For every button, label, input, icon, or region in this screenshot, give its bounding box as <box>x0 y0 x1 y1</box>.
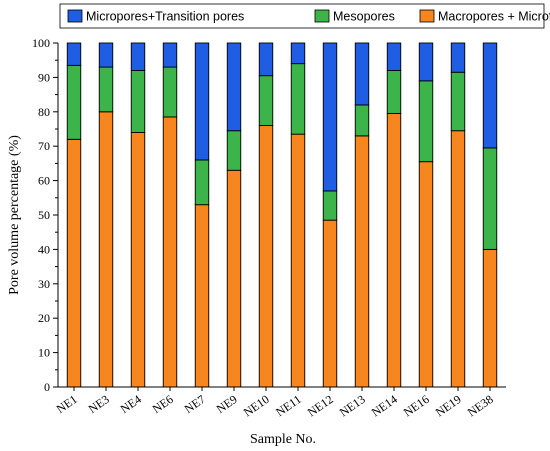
y-tick-label: 10 <box>38 346 50 360</box>
bar-micropores-transition-pores-ne7 <box>194 42 210 161</box>
bar-macropores-microfractures-ne11 <box>290 133 306 388</box>
y-tick-label: 0 <box>44 380 50 394</box>
bar-macropores-microfractures-ne4 <box>130 131 146 388</box>
bar-micropores-transition-pores-ne4 <box>130 42 146 71</box>
legend-label-mesopores: Mesopores <box>333 10 395 24</box>
x-tick-label-ne13: NE13 <box>337 392 368 420</box>
bars-group <box>66 42 498 388</box>
bar-micropores-transition-pores-ne12 <box>322 42 338 192</box>
bar-mesopores-ne10 <box>258 75 274 127</box>
legend-label-macropores-microfractures: Macropores + Microfractures <box>438 10 550 24</box>
bar-mesopores-ne16 <box>418 80 434 163</box>
y-tick-label: 80 <box>38 105 50 119</box>
bar-mesopores-ne38 <box>482 147 498 250</box>
x-tick-label-ne4: NE4 <box>118 392 144 416</box>
y-ticks-group: 0 10 20 30 40 50 60 70 80 90 100 <box>32 36 58 394</box>
legend-swatch-micropores-transition-pores <box>67 9 83 23</box>
bar-macropores-microfractures-ne1 <box>66 138 82 388</box>
bar-mesopores-ne7 <box>194 159 210 206</box>
bar-mesopores-ne11 <box>290 63 306 135</box>
y-tick-label: 20 <box>38 311 50 325</box>
bar-mesopores-ne3 <box>98 66 114 113</box>
legend-label-micropores-transition-pores: Micropores+Transition pores <box>86 10 244 24</box>
axes-group <box>57 43 506 388</box>
legend-swatch-macropores-microfractures <box>419 9 435 23</box>
x-tick-label-ne38: NE38 <box>465 392 496 420</box>
bar-micropores-transition-pores-ne14 <box>386 42 402 71</box>
bar-micropores-transition-pores-ne6 <box>162 42 178 68</box>
y-tick-label: 30 <box>38 277 50 291</box>
x-tick-label-ne19: NE19 <box>433 392 464 420</box>
bar-mesopores-ne6 <box>162 66 178 118</box>
bar-mesopores-ne12 <box>322 190 338 221</box>
bar-macropores-microfractures-ne16 <box>418 161 434 388</box>
x-tick-label-ne1: NE1 <box>54 392 80 416</box>
y-tick-label: 100 <box>32 36 50 50</box>
bar-macropores-microfractures-ne9 <box>226 169 242 388</box>
bar-mesopores-ne19 <box>450 71 466 132</box>
bar-mesopores-ne4 <box>130 70 146 133</box>
y-tick-label: 90 <box>38 70 50 84</box>
bar-macropores-microfractures-ne19 <box>450 130 466 388</box>
x-tick-label-ne3: NE3 <box>86 392 112 416</box>
bar-macropores-microfractures-ne14 <box>386 113 402 388</box>
bar-micropores-transition-pores-ne9 <box>226 42 242 132</box>
x-tick-label-ne9: NE9 <box>214 392 240 416</box>
bar-macropores-microfractures-ne3 <box>98 111 114 388</box>
x-tick-label-ne7: NE7 <box>182 392 208 416</box>
bar-micropores-transition-pores-ne10 <box>258 42 274 77</box>
bar-macropores-microfractures-ne10 <box>258 125 274 388</box>
y-tick-label: 60 <box>38 174 50 188</box>
bar-macropores-microfractures-ne6 <box>162 116 178 388</box>
bar-micropores-transition-pores-ne38 <box>482 42 498 149</box>
x-tick-label-ne16: NE16 <box>401 392 432 420</box>
y-tick-label: 70 <box>38 139 50 153</box>
bar-macropores-microfractures-ne7 <box>194 204 210 388</box>
bar-micropores-transition-pores-ne3 <box>98 42 114 68</box>
bar-micropores-transition-pores-ne11 <box>290 42 306 65</box>
x-tick-label-ne10: NE10 <box>241 392 272 420</box>
bar-mesopores-ne1 <box>66 64 82 140</box>
x-ticks-group: NE1 NE3 NE4 NE6 NE7 NE9 NE10 NE11 NE12 NE13 NE14 NE… <box>54 387 496 420</box>
y-axis-title: Pore volume percentage (%) <box>7 135 22 295</box>
x-axis-title: Sample No. <box>250 432 316 447</box>
legend: Micropores+Transition pores Mesopores Macr… <box>59 3 550 29</box>
x-tick-label-ne12: NE12 <box>305 392 336 420</box>
bar-micropores-transition-pores-ne16 <box>418 42 434 82</box>
legend-box <box>59 3 545 29</box>
bar-mesopores-ne14 <box>386 70 402 114</box>
y-tick-label: 50 <box>38 208 50 222</box>
x-tick-label-ne11: NE11 <box>273 392 304 419</box>
bar-mesopores-ne13 <box>354 104 370 137</box>
bar-micropores-transition-pores-ne13 <box>354 42 370 106</box>
y-tick-label: 40 <box>38 242 50 256</box>
bar-macropores-microfractures-ne13 <box>354 135 370 388</box>
bar-macropores-microfractures-ne12 <box>322 219 338 388</box>
x-tick-label-ne6: NE6 <box>150 392 176 416</box>
bar-micropores-transition-pores-ne19 <box>450 42 466 73</box>
legend-swatch-mesopores <box>314 9 330 23</box>
bar-mesopores-ne9 <box>226 130 242 171</box>
bar-micropores-transition-pores-ne1 <box>66 42 82 66</box>
x-tick-label-ne14: NE14 <box>369 392 400 420</box>
bar-macropores-microfractures-ne38 <box>482 248 498 388</box>
